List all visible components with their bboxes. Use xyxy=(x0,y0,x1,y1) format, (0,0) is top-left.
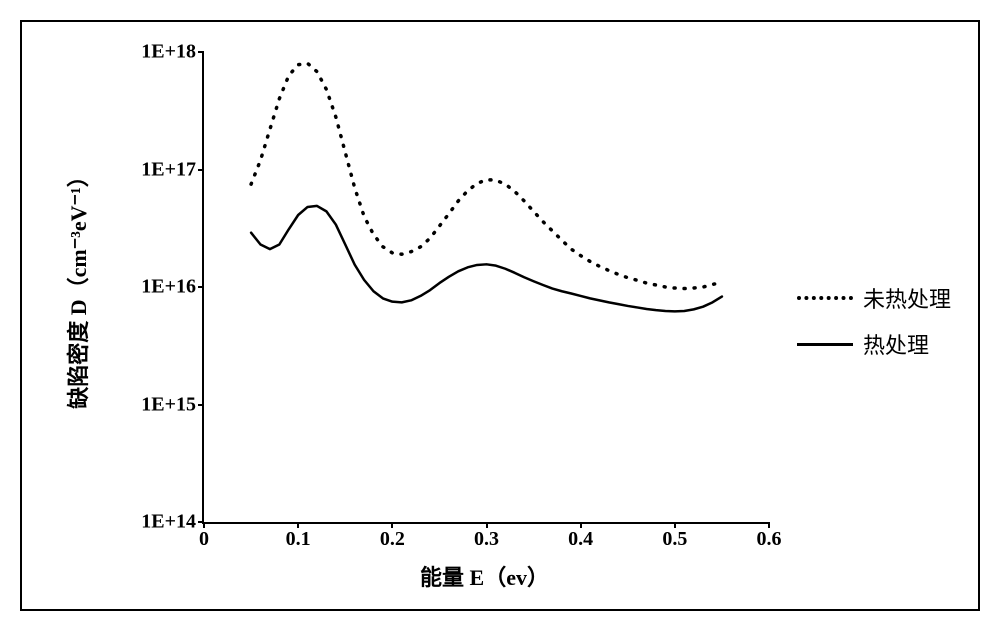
series-line-热处理 xyxy=(251,206,722,311)
plot-area: 1E+141E+151E+161E+171E+1800.10.20.30.40.… xyxy=(202,52,769,524)
legend: 未热处理热处理 xyxy=(797,282,951,360)
chart-container: 1E+14 1E+15 1E+16 1E+17 1E+18 0 0.1 0.2 0.3 0.4 0.… xyxy=(20,20,980,611)
legend-label: 热处理 xyxy=(863,328,929,360)
series-line-未热处理 xyxy=(251,63,722,288)
y-tick-label: 1E+14 xyxy=(141,511,204,534)
y-axis-title: 缺陷密度 D（cm⁻³eV⁻¹） xyxy=(61,165,93,409)
x-tick-label: 0.3 xyxy=(474,522,499,551)
series-svg xyxy=(204,52,769,522)
legend-swatch-solid xyxy=(797,343,853,346)
y-tick-label: 1E+17 xyxy=(141,158,204,181)
x-tick-label: 0.6 xyxy=(757,522,782,551)
x-tick-label: 0.5 xyxy=(662,522,687,551)
y-tick-label: 1E+15 xyxy=(141,393,204,416)
x-tick-label: 0.2 xyxy=(380,522,405,551)
y-tick-label: 1E+18 xyxy=(141,41,204,64)
legend-item: 热处理 xyxy=(797,328,951,360)
x-tick-label: 0 xyxy=(199,522,209,551)
x-axis-title: 能量 E（ev） xyxy=(420,560,549,592)
legend-swatch-dotted xyxy=(797,296,853,300)
legend-item: 未热处理 xyxy=(797,282,951,314)
legend-label: 未热处理 xyxy=(863,282,951,314)
y-tick-label: 1E+16 xyxy=(141,276,204,299)
x-tick-label: 0.4 xyxy=(568,522,593,551)
x-tick-label: 0.1 xyxy=(286,522,311,551)
